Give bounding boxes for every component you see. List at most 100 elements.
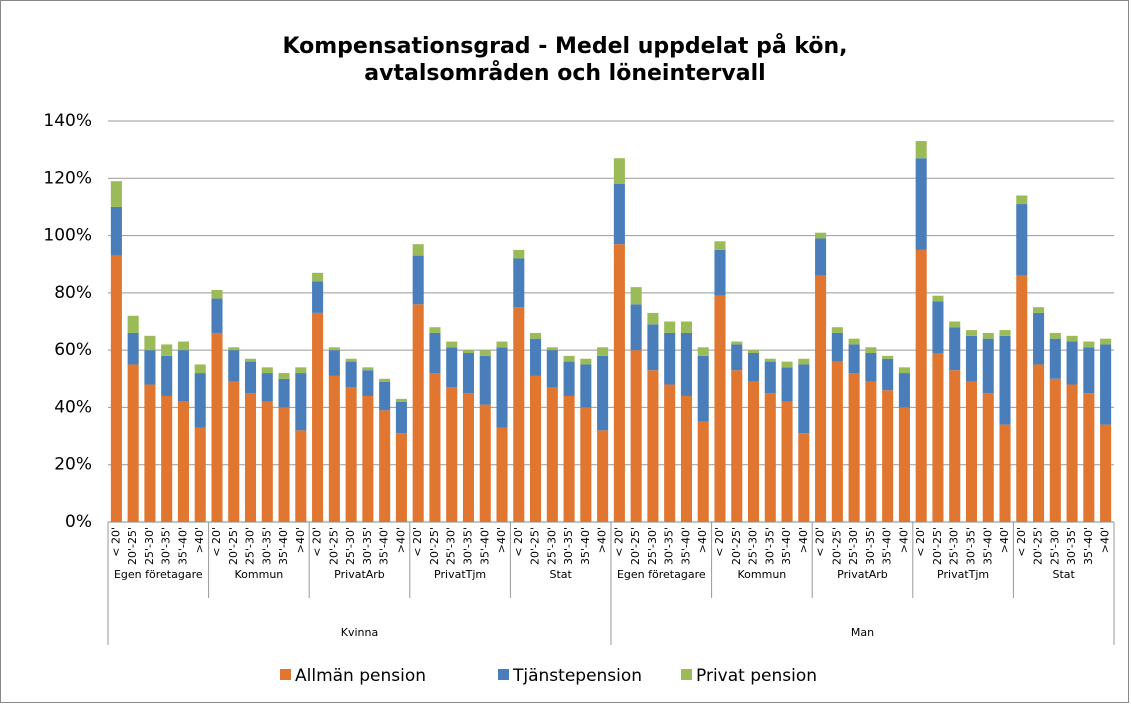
bar-segment xyxy=(563,355,575,362)
bar-segment xyxy=(261,373,273,402)
x-tick-label: < 20' xyxy=(109,527,122,557)
bar-segment xyxy=(1083,393,1095,522)
bar-segment xyxy=(479,350,491,356)
x-tick-label: >40' xyxy=(1099,527,1112,553)
y-tick-label: 120% xyxy=(43,168,92,188)
bar-segment xyxy=(530,332,542,339)
bar-segment xyxy=(144,384,156,522)
bar-segment xyxy=(278,407,290,522)
chart-title: avtalsområden och löneintervall xyxy=(364,60,765,86)
bar-segment xyxy=(898,367,910,374)
bar-segment xyxy=(244,393,257,522)
x-tick-label: 30'-35' xyxy=(964,527,977,565)
bar-segment xyxy=(395,401,407,434)
x-tick-label: 20'-25' xyxy=(830,527,843,565)
bar-segment xyxy=(161,344,173,356)
bar-segment xyxy=(597,430,609,522)
x-tick-label: < 20' xyxy=(612,527,625,557)
bar-segment xyxy=(815,238,827,276)
bar-segment xyxy=(580,407,592,522)
x-tick-label: 35'-40' xyxy=(478,527,491,565)
x-tick-label: >40' xyxy=(294,527,307,553)
bar-segment xyxy=(932,295,944,302)
group-label: Stat xyxy=(1052,568,1075,581)
bar-segment xyxy=(898,373,910,408)
x-tick-label: 25'-30' xyxy=(948,527,961,565)
bar-segment xyxy=(211,298,223,333)
bar-segment xyxy=(1083,347,1095,394)
x-tick-label: 30'-35' xyxy=(763,527,776,565)
x-tick-label: >40' xyxy=(394,527,407,553)
bar-segment xyxy=(127,332,139,365)
x-tick-label: < 20' xyxy=(411,527,424,557)
bar-segment xyxy=(546,347,558,351)
x-tick-label: 30'-35' xyxy=(361,527,374,565)
bar-segment xyxy=(513,258,525,308)
x-tick-label: >40' xyxy=(696,527,709,553)
bar-segment xyxy=(764,393,776,522)
bar-segment xyxy=(597,347,609,356)
x-tick-label: 35'-40' xyxy=(780,527,793,565)
legend-label: Tjänstepension xyxy=(512,666,642,686)
bar-segment xyxy=(530,375,542,522)
bar-segment xyxy=(446,347,458,388)
bar-segment xyxy=(127,364,139,522)
bar-segment xyxy=(831,361,843,522)
bar-segment xyxy=(848,373,860,522)
bar-segment xyxy=(412,244,424,256)
bar-segment xyxy=(982,332,994,339)
bar-segment xyxy=(144,350,156,385)
bar-segment xyxy=(110,255,122,522)
bar-segment xyxy=(647,312,659,325)
bar-segment xyxy=(395,398,407,402)
x-tick-label: 20'-25' xyxy=(126,527,139,565)
bar-segment xyxy=(362,367,374,371)
group-label: PrivatArb xyxy=(334,568,385,581)
bar-segment xyxy=(177,401,189,522)
x-tick-label: 30'-35' xyxy=(562,527,575,565)
bar-segment xyxy=(194,364,206,374)
x-tick-label: 35'-40' xyxy=(679,527,692,565)
bar-segment xyxy=(1016,204,1028,276)
y-tick-label: 80% xyxy=(54,283,92,303)
bar-segment xyxy=(915,158,927,250)
bar-segment xyxy=(110,206,122,256)
group-label: PrivatTjm xyxy=(937,568,990,581)
bar-segment xyxy=(664,332,676,385)
bar-segment xyxy=(932,353,944,522)
bar-segment xyxy=(915,141,927,159)
bar-segment xyxy=(915,249,927,522)
x-tick-label: 25'-30' xyxy=(847,527,860,565)
bar-segment xyxy=(228,347,240,351)
bar-segment xyxy=(161,355,173,396)
bar-segment xyxy=(982,338,994,394)
bar-segment xyxy=(110,181,122,207)
bar-segment xyxy=(1049,332,1061,339)
bar-segment xyxy=(395,433,407,522)
bar-segment xyxy=(211,289,223,299)
bar-segment xyxy=(446,341,458,348)
x-tick-label: 20'-25' xyxy=(428,527,441,565)
group-label: Egen företagare xyxy=(616,568,706,581)
group-label: Kommun xyxy=(234,568,284,581)
bar-segment xyxy=(781,361,793,368)
bar-segment xyxy=(1066,384,1078,522)
group-label: Egen företagare xyxy=(113,568,203,581)
x-tick-label: 25'-30' xyxy=(344,527,357,565)
bar-segment xyxy=(462,353,475,394)
group-label: Kommun xyxy=(737,568,787,581)
bar-segment xyxy=(597,355,609,431)
x-tick-label: 35'-40' xyxy=(881,527,894,565)
bar-segment xyxy=(965,330,978,336)
y-tick-label: 100% xyxy=(43,226,92,246)
bar-segment xyxy=(563,395,575,522)
x-tick-label: 30'-35' xyxy=(461,527,474,565)
bar-segment xyxy=(630,304,642,351)
bar-segment xyxy=(412,255,424,305)
bar-segment xyxy=(999,424,1011,522)
bar-segment xyxy=(831,332,843,362)
legend-swatch xyxy=(498,669,509,680)
bar-segment xyxy=(764,361,776,394)
bar-segment xyxy=(429,373,441,522)
